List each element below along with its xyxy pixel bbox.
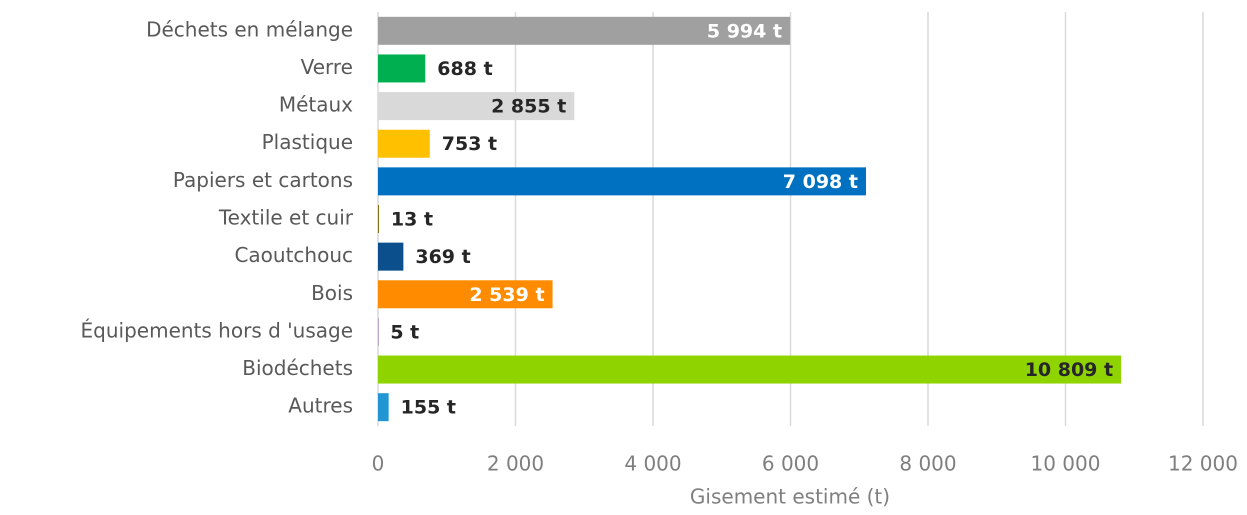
- y-tick-label: Caoutchouc: [234, 243, 353, 267]
- x-tick-label: 2 000: [487, 452, 544, 476]
- x-tick-label: 8 000: [899, 452, 956, 476]
- y-tick-label: Plastique: [262, 130, 353, 154]
- value-label: 688 t: [437, 58, 492, 80]
- bar: [378, 92, 575, 121]
- value-label: 10 809 t: [1025, 359, 1113, 381]
- bar: [378, 129, 430, 158]
- x-tick-label: 4 000: [624, 452, 681, 476]
- y-tick-label: Biodéchets: [242, 356, 353, 380]
- x-tick-label: 12 000: [1168, 452, 1238, 476]
- bar: [378, 167, 866, 196]
- bar: [378, 205, 379, 233]
- value-label: 2 539 t: [469, 284, 544, 306]
- x-tick-label: 0: [372, 452, 385, 476]
- y-tick-label: Déchets en mélange: [146, 17, 353, 41]
- y-tick-label: Papiers et cartons: [173, 168, 353, 192]
- value-label: 369 t: [415, 246, 470, 268]
- bar: [378, 54, 426, 83]
- y-tick-label: Textile et cuir: [218, 206, 354, 230]
- value-label: 753 t: [442, 133, 497, 155]
- value-label: 5 994 t: [707, 20, 782, 42]
- bar: [378, 355, 1122, 384]
- y-tick-label: Équipements hors d 'usage: [81, 318, 353, 342]
- y-tick-label: Autres: [288, 394, 353, 418]
- value-label: 5 t: [390, 321, 419, 343]
- y-tick-label: Métaux: [279, 93, 353, 117]
- y-tick-label: Bois: [311, 281, 353, 305]
- bar: [378, 16, 791, 45]
- value-label: 13 t: [391, 209, 433, 231]
- y-tick-label: Verre: [301, 55, 353, 79]
- bar: [378, 242, 404, 271]
- value-label: 2 855 t: [491, 96, 566, 118]
- x-tick-label: 6 000: [762, 452, 819, 476]
- x-axis-title: Gisement estimé (t): [690, 485, 890, 509]
- bar: [378, 280, 553, 309]
- value-label: 7 098 t: [783, 171, 858, 193]
- bar: [378, 393, 389, 422]
- value-label: 155 t: [401, 397, 456, 419]
- x-tick-label: 10 000: [1031, 452, 1101, 476]
